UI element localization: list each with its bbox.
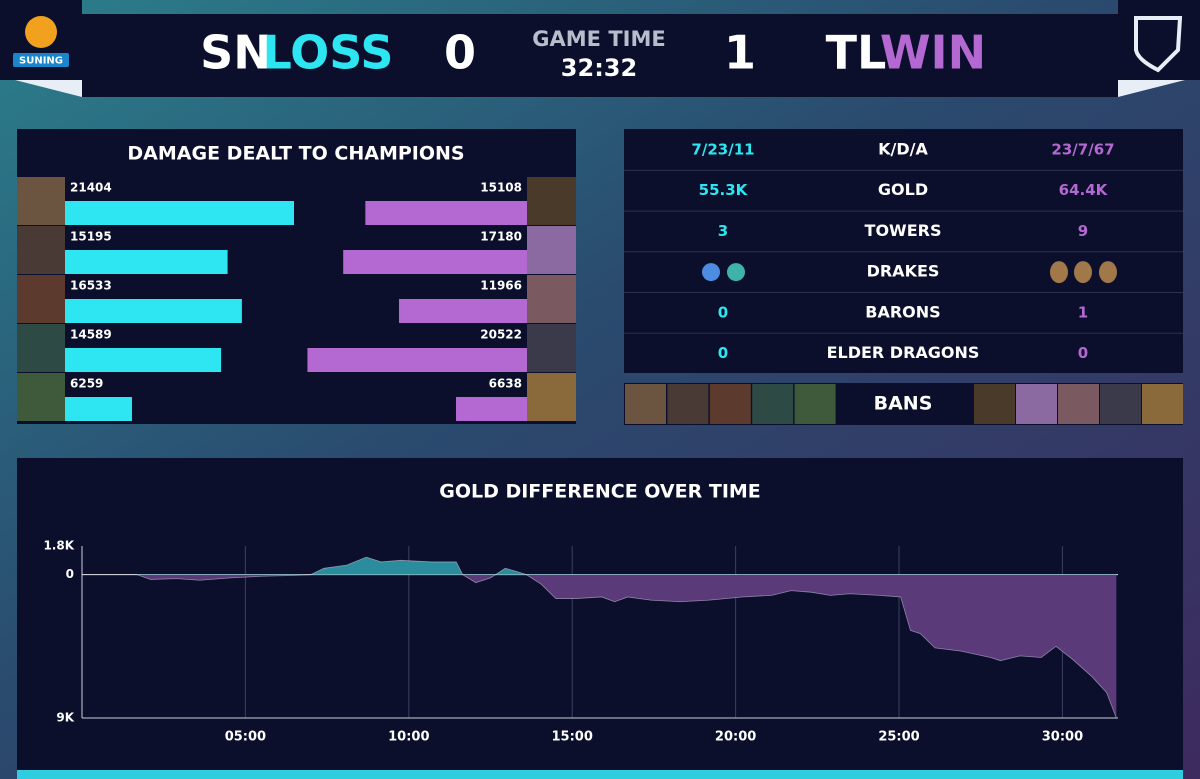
game-time-label: GAME TIME: [532, 27, 665, 51]
tl-damage-label: 11966: [480, 279, 522, 293]
damage-title: DAMAGE DEALT TO CHAMPIONS: [127, 143, 464, 165]
y-tick-label: 0: [66, 567, 74, 581]
sn-drake-icon: [702, 263, 720, 282]
tl-champion: [527, 324, 576, 372]
sn-damage-label: 15195: [70, 230, 112, 244]
sn-champion: [17, 226, 65, 274]
x-tick-label: 15:00: [552, 730, 593, 745]
y-tick-label: 9K: [56, 711, 74, 725]
tl-logo-icon: [1134, 16, 1183, 73]
sn-logo-corner: [15, 80, 82, 97]
tl-champion: [527, 177, 576, 225]
y-tick-label: 1.8K: [43, 539, 74, 553]
sn-damage-bar: [65, 201, 294, 225]
tl-champion: [527, 275, 576, 323]
sn-damage-bar: [65, 250, 228, 274]
tl-damage-label: 17180: [480, 230, 522, 244]
stat-label: GOLD: [878, 180, 928, 199]
sn-stat: 3: [718, 222, 728, 240]
sn-champion: [17, 373, 65, 421]
stat-label: TOWERS: [865, 221, 942, 240]
tl-drake-icon: [1099, 261, 1117, 284]
tl-stat: 23/7/67: [1051, 141, 1114, 159]
sn-damage-label: 21404: [70, 181, 112, 195]
bans-label: BANS: [874, 393, 933, 415]
tl-ban: [1058, 384, 1099, 424]
tl-damage-bar: [455, 397, 527, 421]
tl-champion: [527, 373, 576, 421]
tl-ban: [1100, 384, 1141, 424]
tl-stat: 64.4K: [1059, 181, 1109, 199]
sn-stat: 55.3K: [699, 181, 749, 199]
sn-ban: [709, 384, 751, 424]
sn-ban: [752, 384, 794, 424]
right-score: 1: [724, 26, 756, 80]
damage-panel: [17, 129, 576, 424]
left-result: LOSS: [263, 26, 394, 80]
tl-ban: [1142, 384, 1183, 424]
x-tick-label: 10:00: [388, 730, 429, 745]
x-tick-label: 05:00: [225, 730, 266, 745]
tl-ban: [1016, 384, 1057, 424]
tl-damage-label: 6638: [489, 377, 522, 391]
sn-damage-label: 14589: [70, 328, 112, 342]
tl-drake-icon: [1050, 261, 1068, 284]
sn-damage-label: 6259: [70, 377, 103, 391]
game-time: 32:32: [561, 54, 637, 82]
bottom-strip: [17, 770, 1183, 779]
tl-drake-icon: [1074, 261, 1092, 284]
gold-title: GOLD DIFFERENCE OVER TIME: [439, 481, 761, 503]
header-bar: [82, 14, 1118, 97]
sn-logo-text: SUNING: [19, 56, 63, 67]
sn-damage-bar: [65, 299, 242, 323]
stat-label: DRAKES: [867, 262, 940, 281]
gold-area-behind: [137, 575, 1117, 718]
tl-damage-label: 20522: [480, 328, 522, 342]
sn-ban: [667, 384, 709, 424]
sn-damage-label: 16533: [70, 279, 112, 293]
tl-champion: [527, 226, 576, 274]
sn-logo-plate: [13, 53, 69, 67]
tl-damage-bar: [398, 299, 527, 323]
tl-stat: 9: [1078, 222, 1088, 240]
sn-ban: [625, 384, 666, 424]
sn-ban: [794, 384, 836, 424]
stats-panel: [624, 129, 1183, 373]
sn-damage-bar: [65, 348, 222, 372]
right-team: TL: [826, 26, 887, 80]
stat-label: K/D/A: [878, 140, 928, 159]
sn-champion: [17, 324, 65, 372]
sn-damage-bar: [65, 397, 132, 421]
tl-damage-label: 15108: [480, 181, 522, 195]
x-tick-label: 20:00: [715, 730, 756, 745]
x-tick-label: 30:00: [1042, 730, 1083, 745]
gold-area-ahead: [136, 557, 1117, 575]
sn-stat: 7/23/11: [691, 141, 754, 159]
left-score: 0: [444, 26, 476, 80]
tl-damage-bar: [343, 250, 527, 274]
sn-stat: 0: [718, 303, 728, 321]
right-result: WIN: [880, 26, 986, 80]
sn-champion: [17, 177, 65, 225]
tl-ban: [974, 384, 1015, 424]
sn-champion: [17, 275, 65, 323]
tl-damage-bar: [365, 201, 527, 225]
stat-label: ELDER DRAGONS: [827, 343, 980, 362]
sn-logo-icon: [25, 16, 57, 48]
tl-stat: 1: [1078, 303, 1088, 321]
tl-logo-corner: [1118, 80, 1185, 97]
gold-line: [136, 556, 1117, 719]
stat-label: BARONS: [865, 302, 940, 321]
sn-stat: 0: [718, 344, 728, 362]
sn-drake-icon: [727, 263, 745, 282]
tl-damage-bar: [307, 348, 527, 372]
x-tick-label: 25:00: [878, 730, 919, 745]
tl-stat: 0: [1078, 344, 1088, 362]
left-team: SN: [200, 26, 272, 80]
